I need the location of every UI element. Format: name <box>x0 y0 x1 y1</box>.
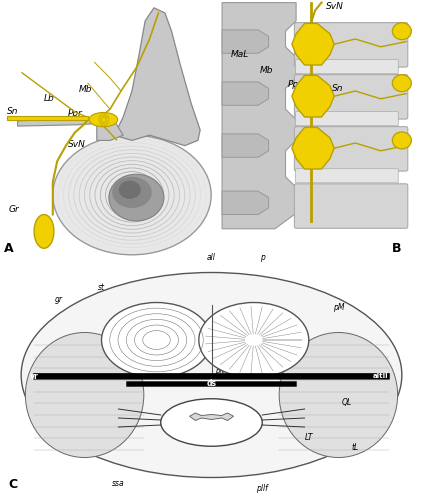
Text: all: all <box>207 253 216 262</box>
Text: Sn: Sn <box>332 84 343 93</box>
Polygon shape <box>222 2 296 229</box>
Text: Ppr: Ppr <box>68 108 83 118</box>
Polygon shape <box>222 191 269 214</box>
Circle shape <box>105 121 108 124</box>
Ellipse shape <box>109 174 164 221</box>
Text: dr: dr <box>174 420 181 426</box>
Polygon shape <box>7 116 88 119</box>
FancyBboxPatch shape <box>294 126 408 171</box>
FancyBboxPatch shape <box>126 382 297 386</box>
Text: svn: svn <box>168 360 179 366</box>
Ellipse shape <box>102 302 212 378</box>
Polygon shape <box>222 134 269 158</box>
FancyBboxPatch shape <box>294 74 408 119</box>
Circle shape <box>106 118 109 122</box>
Text: MaL: MaL <box>231 50 249 59</box>
Circle shape <box>103 113 106 117</box>
Ellipse shape <box>199 302 309 378</box>
Polygon shape <box>222 82 269 106</box>
FancyBboxPatch shape <box>294 22 408 67</box>
Text: p: p <box>260 253 265 262</box>
Text: zi: zi <box>200 409 206 415</box>
Text: LT: LT <box>305 433 313 442</box>
Circle shape <box>104 114 107 117</box>
Polygon shape <box>114 8 200 145</box>
Circle shape <box>104 122 107 126</box>
Circle shape <box>99 118 102 122</box>
Text: ssa: ssa <box>112 479 125 488</box>
Text: altll: altll <box>373 373 388 379</box>
Text: VB: VB <box>248 328 260 337</box>
Circle shape <box>106 118 109 122</box>
Circle shape <box>99 116 102 119</box>
Text: M: M <box>231 426 238 434</box>
Text: C: C <box>8 478 18 490</box>
Circle shape <box>103 122 106 126</box>
FancyBboxPatch shape <box>295 168 398 183</box>
FancyBboxPatch shape <box>295 112 398 126</box>
Polygon shape <box>292 76 334 117</box>
Text: SvN: SvN <box>68 140 86 149</box>
Circle shape <box>102 114 104 117</box>
Circle shape <box>99 120 102 124</box>
Circle shape <box>102 122 104 126</box>
Text: Lb: Lb <box>44 94 55 103</box>
Text: Mb: Mb <box>79 86 93 94</box>
Circle shape <box>106 120 109 123</box>
Text: vr: vr <box>30 372 38 381</box>
Polygon shape <box>18 118 97 126</box>
Text: Mb: Mb <box>260 66 274 75</box>
Text: Sn: Sn <box>7 107 18 116</box>
Ellipse shape <box>392 22 411 40</box>
Text: m: m <box>202 424 209 430</box>
FancyBboxPatch shape <box>33 373 390 379</box>
Polygon shape <box>190 413 233 420</box>
Circle shape <box>105 114 108 118</box>
Text: A: A <box>4 242 14 255</box>
Text: tL: tL <box>352 443 359 452</box>
Polygon shape <box>97 121 123 141</box>
FancyBboxPatch shape <box>294 184 408 228</box>
FancyBboxPatch shape <box>295 60 398 74</box>
Polygon shape <box>292 128 334 169</box>
Ellipse shape <box>89 112 118 126</box>
Ellipse shape <box>25 332 144 458</box>
Text: plt: plt <box>215 368 225 374</box>
Text: B: B <box>393 242 402 255</box>
Ellipse shape <box>161 399 262 446</box>
Circle shape <box>100 114 103 117</box>
Ellipse shape <box>119 180 141 199</box>
Ellipse shape <box>112 177 152 208</box>
Circle shape <box>99 117 102 120</box>
Text: pllf: pllf <box>256 484 268 493</box>
Circle shape <box>100 122 103 125</box>
Polygon shape <box>222 30 269 54</box>
Ellipse shape <box>34 214 54 248</box>
Ellipse shape <box>392 132 411 149</box>
Text: SvN: SvN <box>326 2 343 11</box>
Text: IVD: IVD <box>143 328 158 337</box>
Ellipse shape <box>392 74 411 92</box>
Circle shape <box>106 116 109 119</box>
Ellipse shape <box>53 135 211 255</box>
Text: gr: gr <box>55 296 63 304</box>
Text: ds: ds <box>206 380 217 388</box>
Ellipse shape <box>279 332 398 458</box>
Text: Ppr: Ppr <box>288 80 302 89</box>
Text: st: st <box>98 283 105 292</box>
Text: pM: pM <box>332 303 344 312</box>
Text: Gr: Gr <box>9 205 19 214</box>
Ellipse shape <box>21 272 402 478</box>
Polygon shape <box>292 24 334 65</box>
Text: QL: QL <box>342 398 352 407</box>
